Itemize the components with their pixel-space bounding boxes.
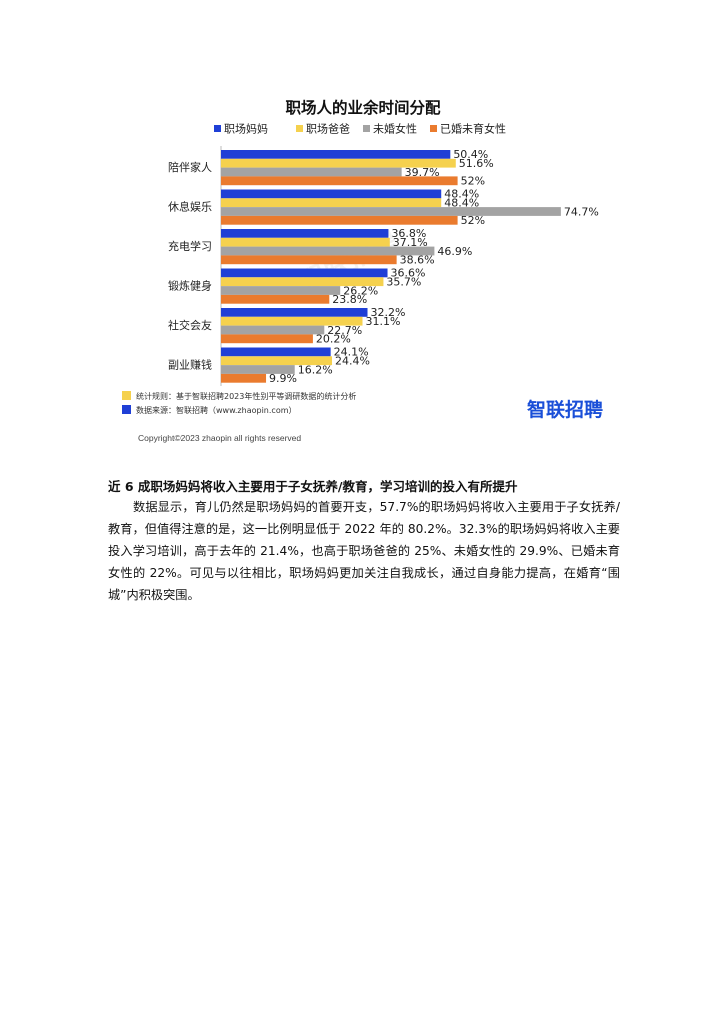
bar-1-3 <box>221 215 458 225</box>
category-label-3: 锻炼健身 <box>168 279 212 293</box>
data-label-5-3: 9.9% <box>269 372 297 385</box>
bar-3-3 <box>221 294 330 304</box>
bar-2-1 <box>221 237 390 247</box>
bar-1-1 <box>221 198 442 208</box>
bar-3-0 <box>221 268 388 278</box>
data-label-2-2: 46.9% <box>437 245 472 258</box>
bar-1-2 <box>221 207 561 216</box>
legend-swatch-0 <box>214 125 221 132</box>
note-text-0: 统计规则：基于智联招聘2023年性别平等调研数据的统计分析 <box>136 391 356 401</box>
category-label-4: 社交会友 <box>168 318 212 332</box>
bar-4-1 <box>221 316 363 326</box>
bar-2-2 <box>221 246 435 256</box>
data-label-3-2: 26.2% <box>343 284 378 297</box>
category-label-5: 副业赚钱 <box>168 358 212 372</box>
bar-0-2 <box>221 167 402 177</box>
data-label-3-0: 36.6% <box>391 267 426 280</box>
bar-4-2 <box>221 325 325 335</box>
legend-swatch-1 <box>296 125 303 132</box>
data-label-1-1: 48.4% <box>444 197 479 210</box>
legend-label-0: 职场妈妈 <box>224 122 268 136</box>
copyright-text: Copyright©2023 zhaopin all rights reserv… <box>138 433 302 443</box>
zhaopin-logo: 智联招聘 <box>527 398 603 421</box>
data-label-4-1: 31.1% <box>366 315 401 328</box>
data-label-4-0: 32.2% <box>371 306 406 319</box>
bar-2-3 <box>221 255 397 265</box>
bar-3-1 <box>221 277 384 287</box>
category-label-0: 陪伴家人 <box>168 160 212 174</box>
data-label-0-1: 51.6% <box>459 157 494 170</box>
data-label-0-0: 50.4% <box>453 148 488 161</box>
bar-5-3 <box>221 373 267 383</box>
data-label-5-1: 24.4% <box>335 355 370 368</box>
bar-2-0 <box>221 229 389 238</box>
body-paragraph: 数据显示，育儿仍然是职场妈妈的首要开支，57.7%的职场妈妈将收入主要用于子女抚… <box>108 500 620 602</box>
bar-0-0 <box>221 150 451 159</box>
legend-label-1: 职场爸爸 <box>306 122 350 136</box>
section-heading: 近 6 成职场妈妈将收入主要用于子女抚养/教育，学习培训的投入有所提升 <box>108 479 518 494</box>
note-marker-0 <box>122 391 131 400</box>
bar-3-2 <box>221 286 341 295</box>
data-label-4-2: 22.7% <box>327 324 362 337</box>
bar-0-3 <box>221 176 458 186</box>
bar-5-1 <box>221 356 333 366</box>
legend-swatch-3 <box>430 125 437 132</box>
category-label-2: 充电学习 <box>168 239 212 253</box>
bar-4-0 <box>221 308 368 317</box>
data-label-3-1: 35.7% <box>386 276 421 289</box>
data-label-3-3: 23.8% <box>332 293 367 306</box>
bar-5-2 <box>221 365 295 374</box>
data-label-5-2: 16.2% <box>298 363 333 376</box>
data-label-1-0: 48.4% <box>444 188 479 201</box>
data-label-2-1: 37.1% <box>393 236 428 249</box>
legend-swatch-2 <box>363 125 370 132</box>
category-label-1: 休息娱乐 <box>168 200 212 214</box>
bar-1-0 <box>221 189 442 199</box>
data-label-0-3: 52% <box>461 175 485 188</box>
bar-4-3 <box>221 334 313 344</box>
data-label-0-2: 39.7% <box>405 166 440 179</box>
data-label-2-3: 38.6% <box>400 254 435 267</box>
legend-label-2: 未婚女性 <box>373 122 417 136</box>
legend-label-3: 已婚未育女性 <box>440 122 506 136</box>
data-label-5-0: 24.1% <box>334 346 369 359</box>
data-label-1-2: 74.7% <box>564 205 599 218</box>
data-label-2-0: 36.8% <box>391 227 426 240</box>
data-label-1-3: 52% <box>461 214 485 227</box>
bar-5-0 <box>221 347 331 357</box>
note-text-1: 数据来源：智联招聘（www.zhaopin.com） <box>136 405 297 415</box>
bar-0-1 <box>221 158 456 168</box>
note-marker-1 <box>122 405 131 414</box>
data-label-4-3: 20.2% <box>316 333 351 346</box>
chart-title: 职场人的业余时间分配 <box>285 98 441 117</box>
